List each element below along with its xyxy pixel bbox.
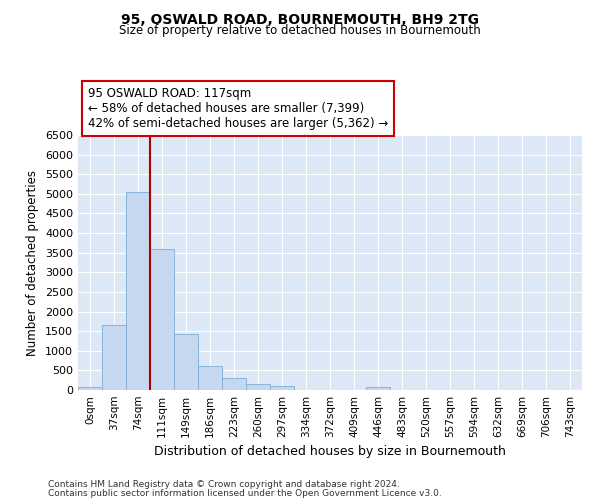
Text: 95, OSWALD ROAD, BOURNEMOUTH, BH9 2TG: 95, OSWALD ROAD, BOURNEMOUTH, BH9 2TG — [121, 12, 479, 26]
X-axis label: Distribution of detached houses by size in Bournemouth: Distribution of detached houses by size … — [154, 446, 506, 458]
Bar — [246, 384, 270, 390]
Bar — [102, 326, 126, 390]
Bar — [126, 192, 150, 390]
Text: Contains public sector information licensed under the Open Government Licence v3: Contains public sector information licen… — [48, 488, 442, 498]
Bar — [150, 249, 174, 390]
Text: Contains HM Land Registry data © Crown copyright and database right 2024.: Contains HM Land Registry data © Crown c… — [48, 480, 400, 489]
Bar — [78, 388, 102, 390]
Bar — [174, 334, 198, 390]
Text: 95 OSWALD ROAD: 117sqm
← 58% of detached houses are smaller (7,399)
42% of semi-: 95 OSWALD ROAD: 117sqm ← 58% of detached… — [88, 87, 388, 130]
Text: Size of property relative to detached houses in Bournemouth: Size of property relative to detached ho… — [119, 24, 481, 37]
Bar — [198, 366, 222, 390]
Bar — [270, 386, 294, 390]
Bar — [366, 388, 390, 390]
Y-axis label: Number of detached properties: Number of detached properties — [26, 170, 40, 356]
Bar — [222, 378, 246, 390]
